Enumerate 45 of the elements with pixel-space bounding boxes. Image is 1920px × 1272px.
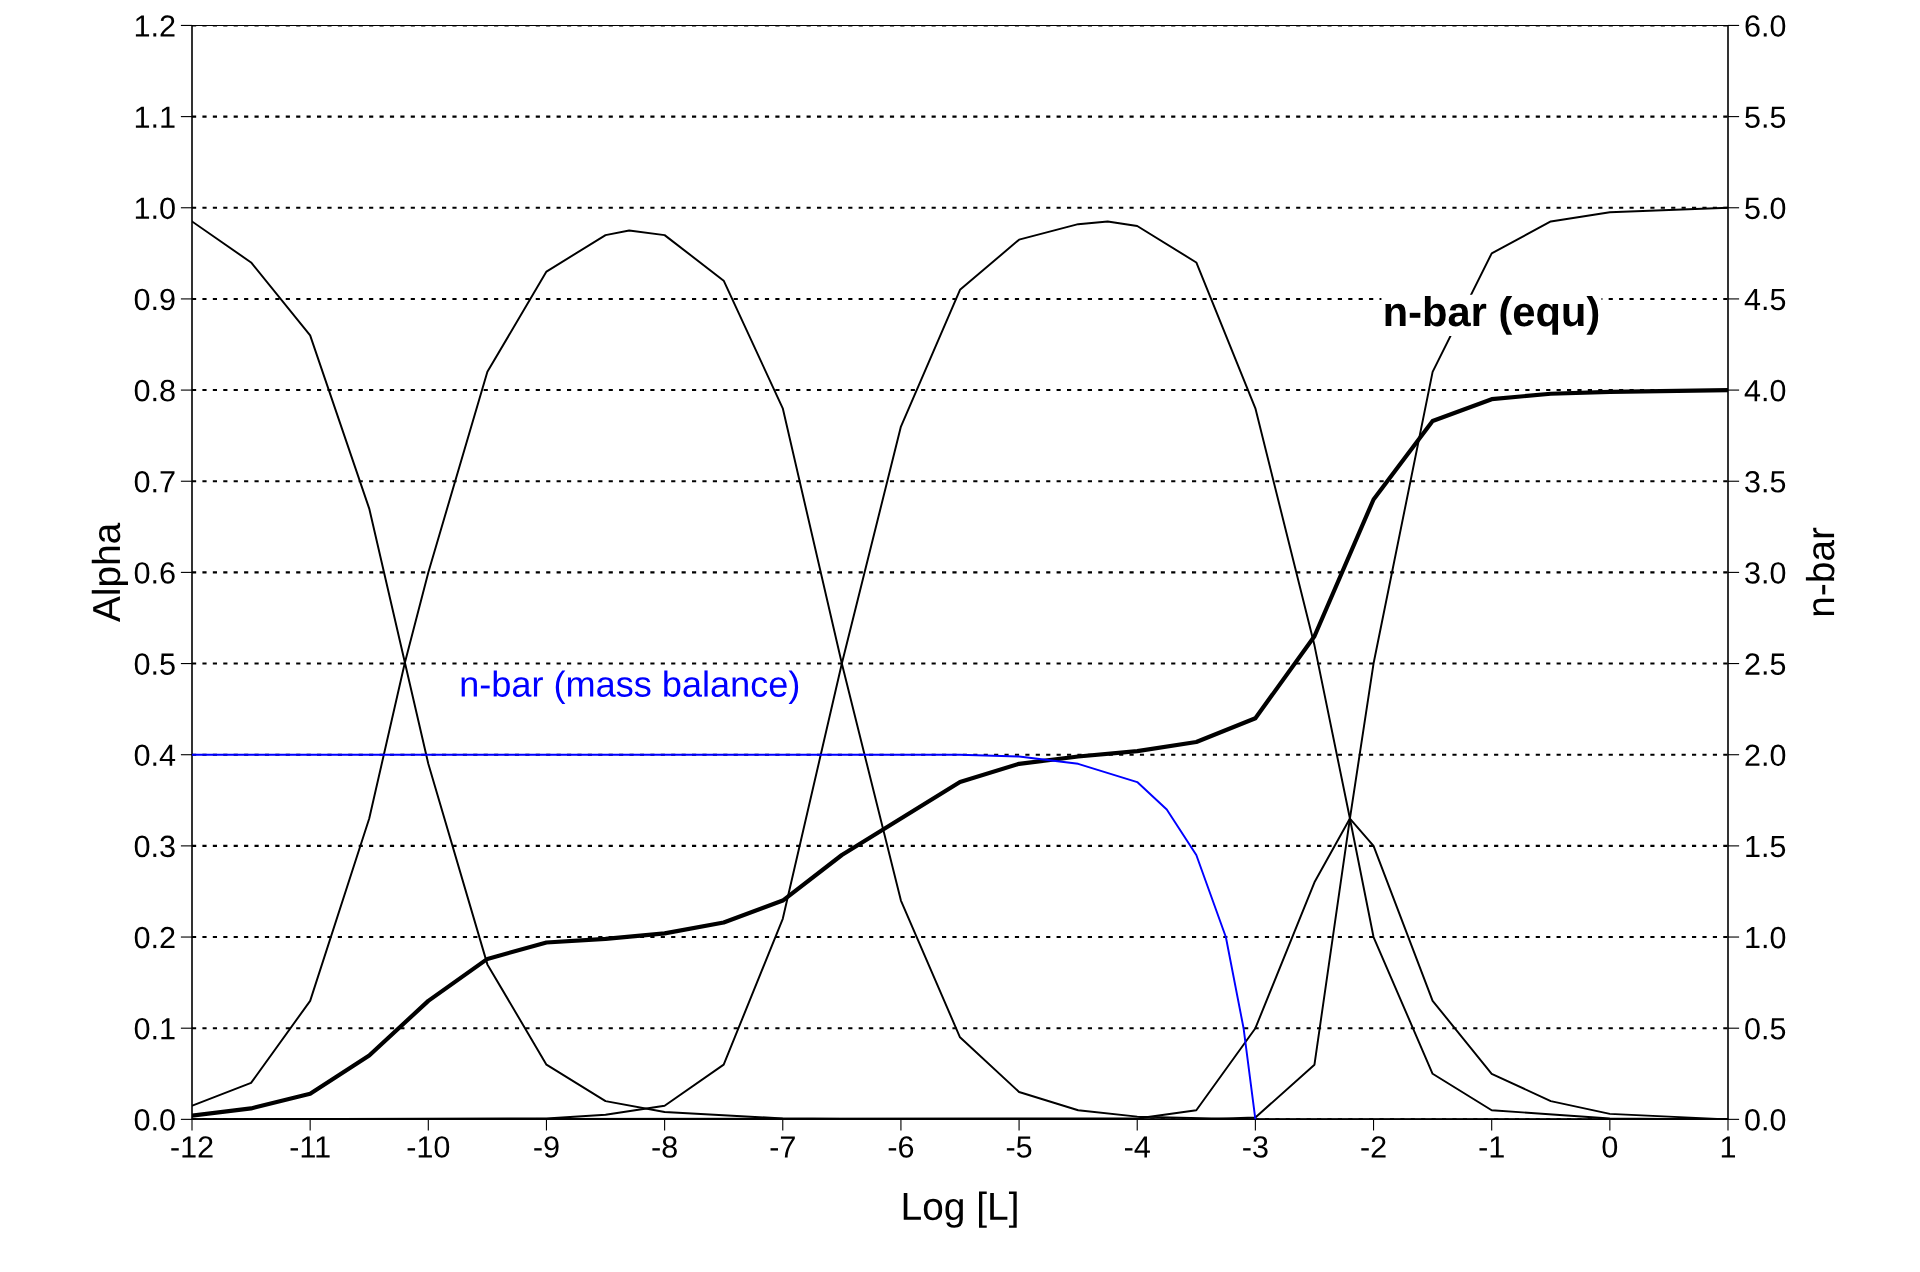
y2-tick-label: 1.0 xyxy=(1746,926,1786,949)
y-tick-label: 0.2 xyxy=(134,926,175,949)
x-tick-label: 0 xyxy=(1602,1136,1618,1158)
y2-tick-label: 3.5 xyxy=(1745,470,1786,493)
y2-tick-label: 3.0 xyxy=(1745,562,1786,584)
y-tick-label: 1.0 xyxy=(135,197,175,220)
y-tick-label: 0.4 xyxy=(134,744,176,767)
y-tick-label: 0.0 xyxy=(134,1109,175,1131)
y2-tick-label: 2.0 xyxy=(1745,744,1786,767)
y2-tick-label: 5.5 xyxy=(1745,106,1786,128)
series-label: n-bar (mass balance) xyxy=(461,670,799,705)
y-tick-label: 0.1 xyxy=(134,1017,175,1040)
y-tick-label: 0.9 xyxy=(134,288,175,311)
x-tick-label: -8 xyxy=(652,1136,677,1158)
y2-tick-label: 4.0 xyxy=(1744,379,1786,402)
y-tick-label: 0.6 xyxy=(134,562,175,584)
y2-tick-label: 6.0 xyxy=(1745,15,1786,37)
y-tick-label: 1.2 xyxy=(135,15,175,37)
series-label: n-bar (equ) xyxy=(1385,295,1599,335)
x-tick-label: -9 xyxy=(534,1136,559,1158)
x-tick-label: -7 xyxy=(770,1136,795,1158)
y2-tick-label: 4.5 xyxy=(1744,288,1786,311)
y-tick-label: 1.1 xyxy=(135,106,175,128)
x-tick-label: -11 xyxy=(290,1136,330,1158)
y2-tick-label: 2.5 xyxy=(1745,653,1786,675)
x-tick-label: -3 xyxy=(1243,1136,1268,1158)
y2-tick-label: 0.0 xyxy=(1745,1109,1786,1131)
y2-tick-label: 5.0 xyxy=(1745,197,1786,220)
y-tick-label: 0.8 xyxy=(134,379,175,402)
x-tick-label: -2 xyxy=(1361,1136,1386,1158)
x-tick-label: -1 xyxy=(1479,1136,1504,1158)
x-tick-label: -10 xyxy=(407,1136,450,1158)
x-tick-label: 1 xyxy=(1721,1136,1736,1158)
x-tick-label: -5 xyxy=(1006,1136,1032,1158)
x-tick-label: -12 xyxy=(171,1136,213,1158)
y2-axis-title: n-bar xyxy=(1805,527,1835,616)
y-tick-label: 0.5 xyxy=(134,653,175,675)
x-tick-label: -4 xyxy=(1125,1136,1150,1158)
y2-tick-label: 1.5 xyxy=(1746,835,1786,858)
y-axis-title: Alpha xyxy=(91,522,128,623)
x-axis-title: Log [L] xyxy=(903,1191,1017,1228)
y2-tick-label: 0.5 xyxy=(1745,1017,1786,1040)
x-tick-label: -6 xyxy=(888,1136,914,1158)
y-tick-label: 0.7 xyxy=(134,470,175,493)
y-tick-label: 0.3 xyxy=(134,835,175,858)
